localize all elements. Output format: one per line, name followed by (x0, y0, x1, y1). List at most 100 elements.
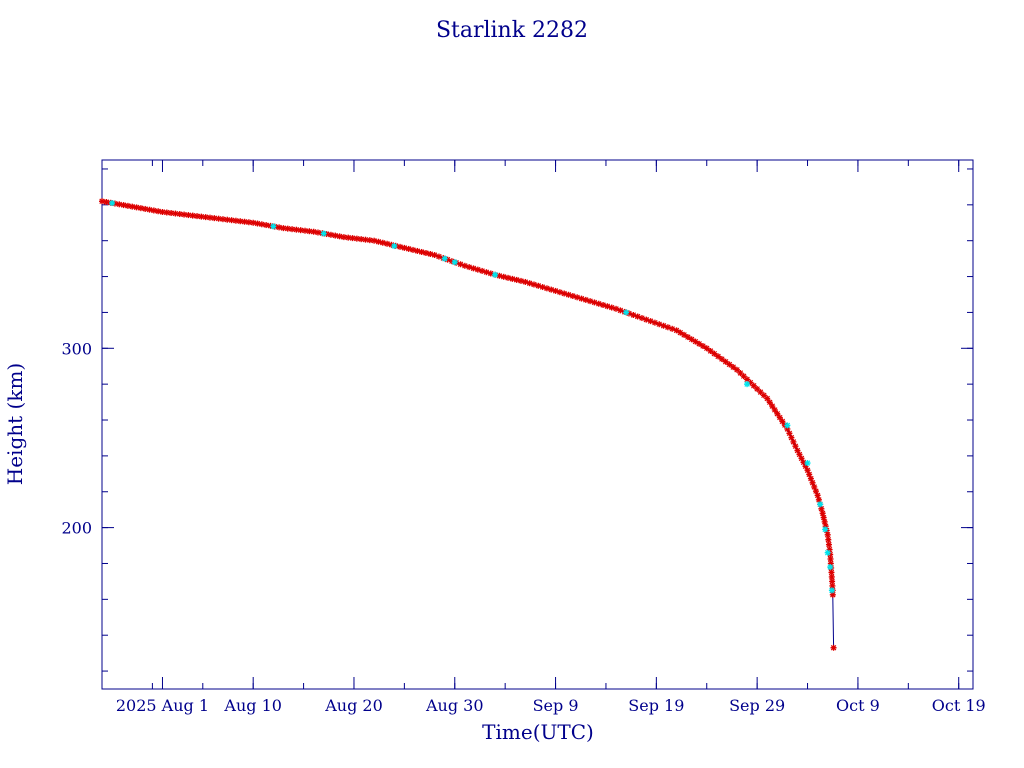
secondary-data-point (451, 259, 458, 266)
secondary-data-point (784, 422, 791, 429)
chart-title: Starlink 2282 (436, 18, 588, 43)
secondary-data-point (828, 587, 835, 594)
data-point (146, 206, 153, 213)
data-point (526, 280, 533, 287)
data-point (591, 299, 598, 306)
data-point (379, 239, 386, 246)
data-point (353, 235, 360, 242)
data-point (825, 536, 832, 543)
secondary-data-point (744, 381, 751, 388)
x-tick-label: Aug 20 (324, 696, 383, 715)
secondary-data-point (804, 460, 811, 467)
data-point (548, 286, 555, 293)
data-point (103, 199, 110, 206)
data-point (263, 222, 270, 229)
data-point (699, 343, 706, 350)
data-point (258, 221, 265, 228)
x-tick-label: 2025 Aug 1 (116, 696, 209, 715)
secondary-data-point (270, 223, 277, 230)
data-point (634, 313, 641, 320)
data-point (461, 262, 468, 269)
data-point (418, 248, 425, 255)
data-point (250, 219, 257, 226)
x-tick-label: Oct 19 (932, 696, 986, 715)
data-point (384, 240, 391, 247)
data-point (254, 220, 261, 227)
data-point (757, 389, 764, 396)
data-point (137, 205, 144, 212)
y-tick-label: 300 (61, 339, 92, 358)
data-point (740, 373, 747, 380)
secondary-markers (109, 200, 835, 594)
x-axis-ticks (151, 160, 960, 689)
y-axis-ticks (102, 168, 973, 672)
data-point (539, 284, 546, 291)
secondary-data-point (441, 255, 448, 262)
data-point (604, 303, 611, 310)
data-point (703, 345, 710, 352)
data-point (142, 205, 149, 212)
secondary-data-point (109, 200, 116, 207)
secondary-data-point (320, 230, 327, 237)
data-point (513, 276, 520, 283)
data-point (696, 340, 703, 347)
data-point (487, 270, 494, 277)
data-point (99, 198, 105, 205)
data-point (474, 266, 481, 273)
data-point (556, 289, 563, 296)
data-point (133, 204, 140, 211)
data-point (189, 212, 196, 219)
data-point (168, 210, 175, 217)
data-point (375, 238, 382, 245)
data-point (422, 249, 429, 256)
y-axis-tick-labels: 200 300 (61, 339, 92, 537)
data-point (518, 277, 525, 284)
data-point (774, 410, 781, 417)
data-point (155, 208, 162, 215)
data-point (483, 269, 490, 276)
data-point (711, 350, 718, 357)
data-point (600, 301, 607, 308)
data-point (707, 347, 714, 354)
x-tick-label: Aug 30 (425, 696, 484, 715)
x-tick-label: Sep 9 (533, 696, 579, 715)
data-point (764, 395, 771, 402)
data-point (582, 296, 589, 303)
data-point (120, 202, 127, 209)
data-point (435, 253, 442, 260)
data-point (327, 231, 334, 238)
data-point (297, 227, 304, 234)
data-point (466, 264, 473, 271)
data-point (677, 329, 684, 336)
secondary-data-point (391, 243, 398, 250)
plot-frame (101, 159, 974, 690)
data-point (715, 353, 722, 360)
primary-markers (99, 198, 837, 651)
data-point (479, 267, 486, 274)
data-point (722, 358, 729, 365)
secondary-data-point (817, 501, 824, 508)
x-tick-label: Oct 9 (836, 696, 880, 715)
data-point (232, 217, 239, 224)
data-point (608, 304, 615, 311)
data-point (818, 505, 825, 512)
data-point (587, 298, 594, 305)
data-point (410, 246, 417, 253)
data-point (569, 293, 576, 300)
data-point (830, 644, 837, 651)
data-point (427, 251, 434, 258)
data-point (397, 243, 404, 250)
data-point (349, 235, 356, 242)
data-point (505, 274, 512, 281)
data-point (815, 496, 822, 503)
data-point (552, 287, 559, 294)
data-point (574, 294, 581, 301)
y-axis-label: Height (km) (3, 363, 27, 485)
data-point (129, 203, 136, 210)
data-point (496, 272, 503, 279)
data-point (543, 285, 550, 292)
data-point (224, 216, 231, 223)
data-point (730, 364, 737, 371)
data-point (829, 591, 836, 598)
data-point (595, 300, 602, 307)
